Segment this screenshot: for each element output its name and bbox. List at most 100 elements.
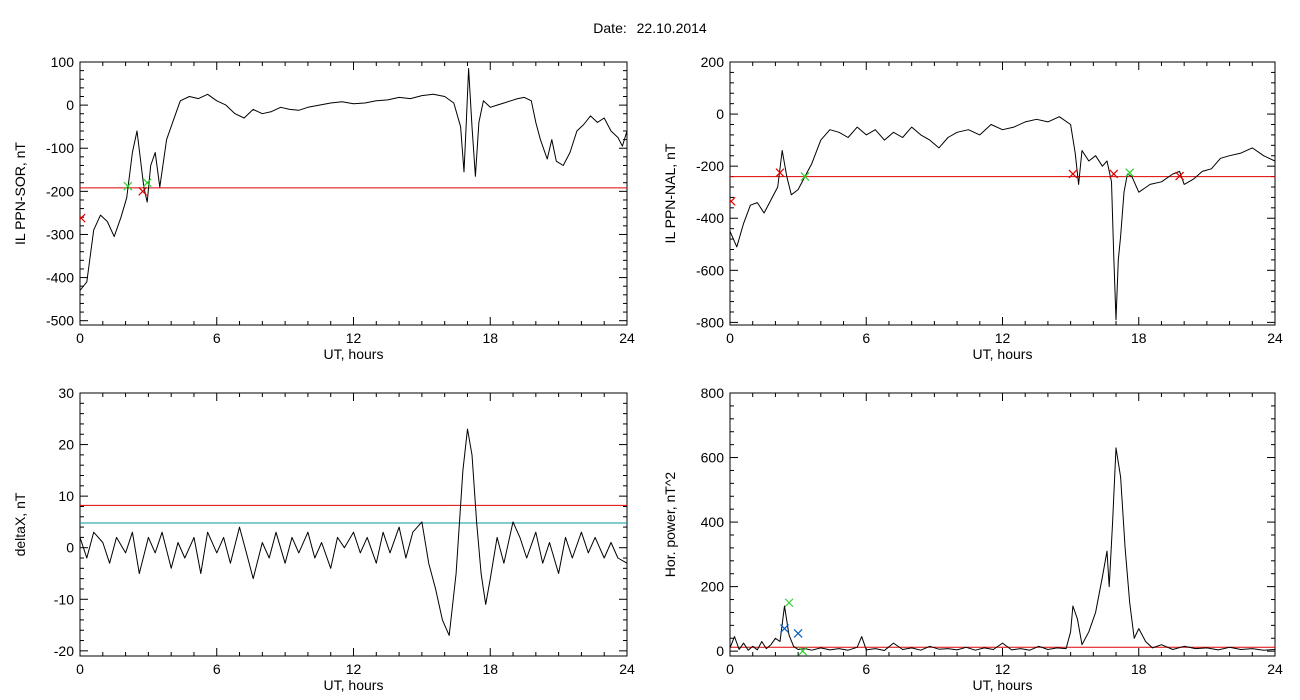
y-tick-label: -200	[696, 158, 724, 174]
data-marker	[123, 181, 133, 191]
y-axis-label: deltaX, nT	[12, 492, 28, 556]
marker-stroke	[138, 186, 148, 196]
marker-stroke	[775, 168, 785, 178]
y-tick-label: 0	[716, 106, 724, 122]
plot-area	[80, 68, 627, 291]
y-tick-label: 200	[701, 54, 725, 70]
data-marker	[780, 624, 789, 633]
x-tick-label: 12	[346, 330, 362, 346]
data-marker	[798, 646, 808, 656]
marker-stroke	[800, 172, 810, 181]
y-tick-label: 30	[58, 385, 74, 401]
marker-stroke	[1175, 171, 1185, 181]
marker-stroke	[142, 178, 152, 188]
x-tick-label: 24	[619, 330, 635, 346]
figure-title: Date: 22.10.2014	[593, 20, 707, 36]
y-tick-label: -400	[696, 210, 724, 226]
data-marker	[784, 598, 794, 608]
marker-stroke	[123, 181, 133, 191]
x-tick-label: 12	[995, 330, 1011, 346]
panel-ppn-sor: 0 6 12 18 24 100 0 -100 -200 -300 -400 -500 UT, hour…	[12, 54, 635, 362]
x-tick-label: 24	[1267, 661, 1283, 677]
y-axis-label: IL PPN-NAL, nT	[662, 143, 678, 243]
marker-stroke	[1109, 169, 1119, 179]
y-axis-label: IL PPN-SOR, nT	[12, 142, 28, 245]
marker-stroke	[798, 646, 808, 656]
x-tick-label: 0	[76, 661, 84, 677]
marker-stroke	[784, 598, 794, 608]
y-tick-label: -300	[46, 226, 74, 242]
y-tick-label: 400	[701, 514, 725, 530]
y-tick-label: -200	[46, 183, 74, 199]
x-tick-label: 18	[1131, 330, 1147, 346]
x-axis-label: UT, hours	[973, 677, 1033, 693]
data-marker	[1109, 169, 1119, 179]
plot-area	[730, 447, 1275, 656]
data-marker	[793, 628, 803, 638]
x-tick-label: 24	[619, 661, 635, 677]
marker-stroke	[780, 624, 789, 633]
data-marker	[730, 196, 736, 206]
x-tick-label: 24	[1267, 330, 1283, 346]
y-tick-label: 0	[66, 97, 74, 113]
data-marker	[142, 178, 152, 188]
panel-hor-power: 0 6 12 18 24 800 600 400 200 0 UT, hours Hor. power…	[662, 385, 1283, 693]
y-tick-label: 200	[701, 579, 725, 595]
x-axis-label: UT, hours	[324, 677, 384, 693]
data-marker	[1175, 171, 1185, 181]
y-tick-label: 600	[701, 450, 725, 466]
y-tick-label: -20	[54, 643, 74, 659]
x-axis-label: UT, hours	[324, 346, 384, 362]
y-tick-label: -800	[696, 314, 724, 330]
marker-stroke	[1125, 168, 1135, 178]
y-tick-label: -100	[46, 140, 74, 156]
plot-frame	[79, 392, 628, 657]
marker-stroke	[80, 213, 86, 221]
data-marker	[138, 186, 148, 196]
x-tick-label: 0	[726, 330, 734, 346]
y-tick-label: 800	[701, 385, 725, 401]
plot-area	[730, 116, 1275, 321]
y-axis-label: Hor. power, nT^2	[662, 472, 678, 578]
y-tick-label: 10	[58, 488, 74, 504]
x-tick-label: 6	[213, 661, 221, 677]
date-value: 22.10.2014	[637, 20, 707, 36]
plot-frame	[79, 61, 628, 326]
series-line	[80, 68, 627, 291]
y-tick-label: -600	[696, 262, 724, 278]
panel-deltax: 0 6 12 18 24 30 20 10 0 -10 -20 UT, hours deltaX, nT	[12, 385, 635, 693]
data-marker	[775, 168, 785, 178]
plot-area	[80, 428, 627, 636]
data-marker	[1125, 168, 1135, 178]
x-axis-label: UT, hours	[973, 346, 1033, 362]
y-tick-label: 0	[66, 540, 74, 556]
panel-ppn-nal: 0 6 12 18 24 200 0 -200 -400 -600 -800 UT, hours IL …	[662, 54, 1283, 362]
data-marker	[800, 172, 810, 181]
x-tick-label: 0	[726, 661, 734, 677]
x-tick-label: 18	[482, 330, 498, 346]
x-tick-label: 18	[1131, 661, 1147, 677]
y-tick-label: 0	[716, 643, 724, 659]
marker-stroke	[730, 196, 736, 204]
plot-frame	[729, 392, 1276, 657]
marker-stroke	[793, 628, 803, 638]
y-tick-label: 20	[58, 437, 74, 453]
plot-frame	[729, 61, 1276, 326]
x-tick-label: 0	[76, 330, 84, 346]
date-label: Date:	[593, 20, 626, 36]
marker-stroke	[1068, 169, 1078, 179]
y-tick-label: -500	[46, 313, 74, 329]
data-marker	[1068, 169, 1078, 179]
y-tick-label: 100	[51, 54, 75, 70]
x-tick-label: 6	[213, 330, 221, 346]
y-tick-label: -400	[46, 270, 74, 286]
y-tick-label: -10	[54, 591, 74, 607]
x-tick-label: 6	[862, 661, 870, 677]
series-line	[730, 447, 1275, 651]
series-line	[730, 116, 1275, 321]
x-tick-label: 12	[346, 661, 362, 677]
series-line	[80, 428, 627, 636]
x-tick-label: 6	[862, 330, 870, 346]
x-tick-label: 12	[995, 661, 1011, 677]
